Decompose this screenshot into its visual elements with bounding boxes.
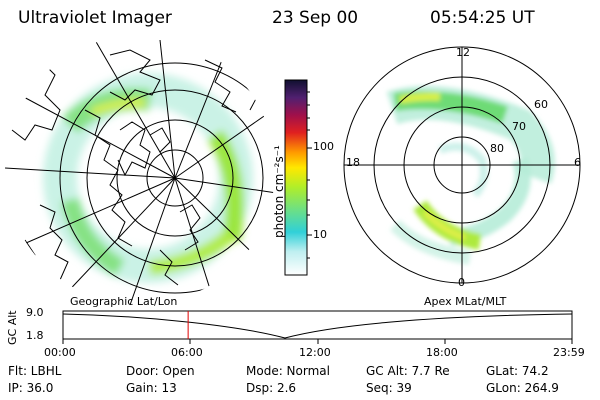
altitude-ylabel: GC Alt — [6, 310, 19, 345]
filter-value: Flt: LBHL — [8, 364, 62, 378]
mlt-label-6: 6 — [574, 156, 581, 169]
glon-value: GLon: 264.9 — [486, 381, 559, 395]
polar-plot — [343, 46, 581, 284]
mlt-label-0: 0 — [458, 276, 465, 289]
altitude-ytick-max: 9.0 — [26, 306, 44, 319]
altitude-xtick-1200: 12:00 — [299, 346, 331, 359]
mlat-label-60: 60 — [534, 98, 548, 111]
altitude-xtick-1800: 18:00 — [426, 346, 458, 359]
auroral-oval-mag — [386, 85, 555, 265]
mlt-label-12: 12 — [456, 46, 470, 59]
date-label: 23 Sep 00 — [272, 8, 359, 28]
door-value: Door: Open — [126, 364, 195, 378]
altitude-ytick-min: 1.8 — [26, 329, 44, 342]
apex-caption: Apex MLat/MLT — [424, 295, 507, 308]
seq-value: Seq: 39 — [366, 381, 412, 395]
altitude-plot — [62, 310, 573, 344]
mlat-label-70: 70 — [512, 120, 526, 133]
mlt-label-18: 18 — [346, 156, 360, 169]
auroral-oval-geo — [43, 73, 253, 283]
gain-value: Gain: 13 — [126, 381, 177, 395]
colorbar-unit-label: photon cm⁻²s⁻¹ — [272, 145, 286, 238]
mlat-label-80: 80 — [490, 142, 504, 155]
colorbar — [284, 79, 312, 276]
geographic-caption: Geographic Lat/Lon — [70, 295, 178, 308]
ip-value: IP: 36.0 — [8, 381, 54, 395]
glat-value: GLat: 74.2 — [486, 364, 549, 378]
instrument-title: Ultraviolet Imager — [18, 8, 172, 28]
dsp-value: Dsp: 2.6 — [246, 381, 297, 395]
colorbar-tick-10: 10 — [313, 228, 327, 241]
time-label: 05:54:25 UT — [430, 8, 535, 28]
altitude-xtick-2359: 23:59 — [553, 346, 585, 359]
altitude-xtick-0600: 06:00 — [171, 346, 203, 359]
altitude-xtick-0000: 00:00 — [44, 346, 76, 359]
colorbar-tick-100: 100 — [313, 140, 334, 153]
gc-alt-value: GC Alt: 7.7 Re — [366, 364, 450, 378]
mode-value: Mode: Normal — [246, 364, 330, 378]
geographic-map — [5, 39, 275, 305]
